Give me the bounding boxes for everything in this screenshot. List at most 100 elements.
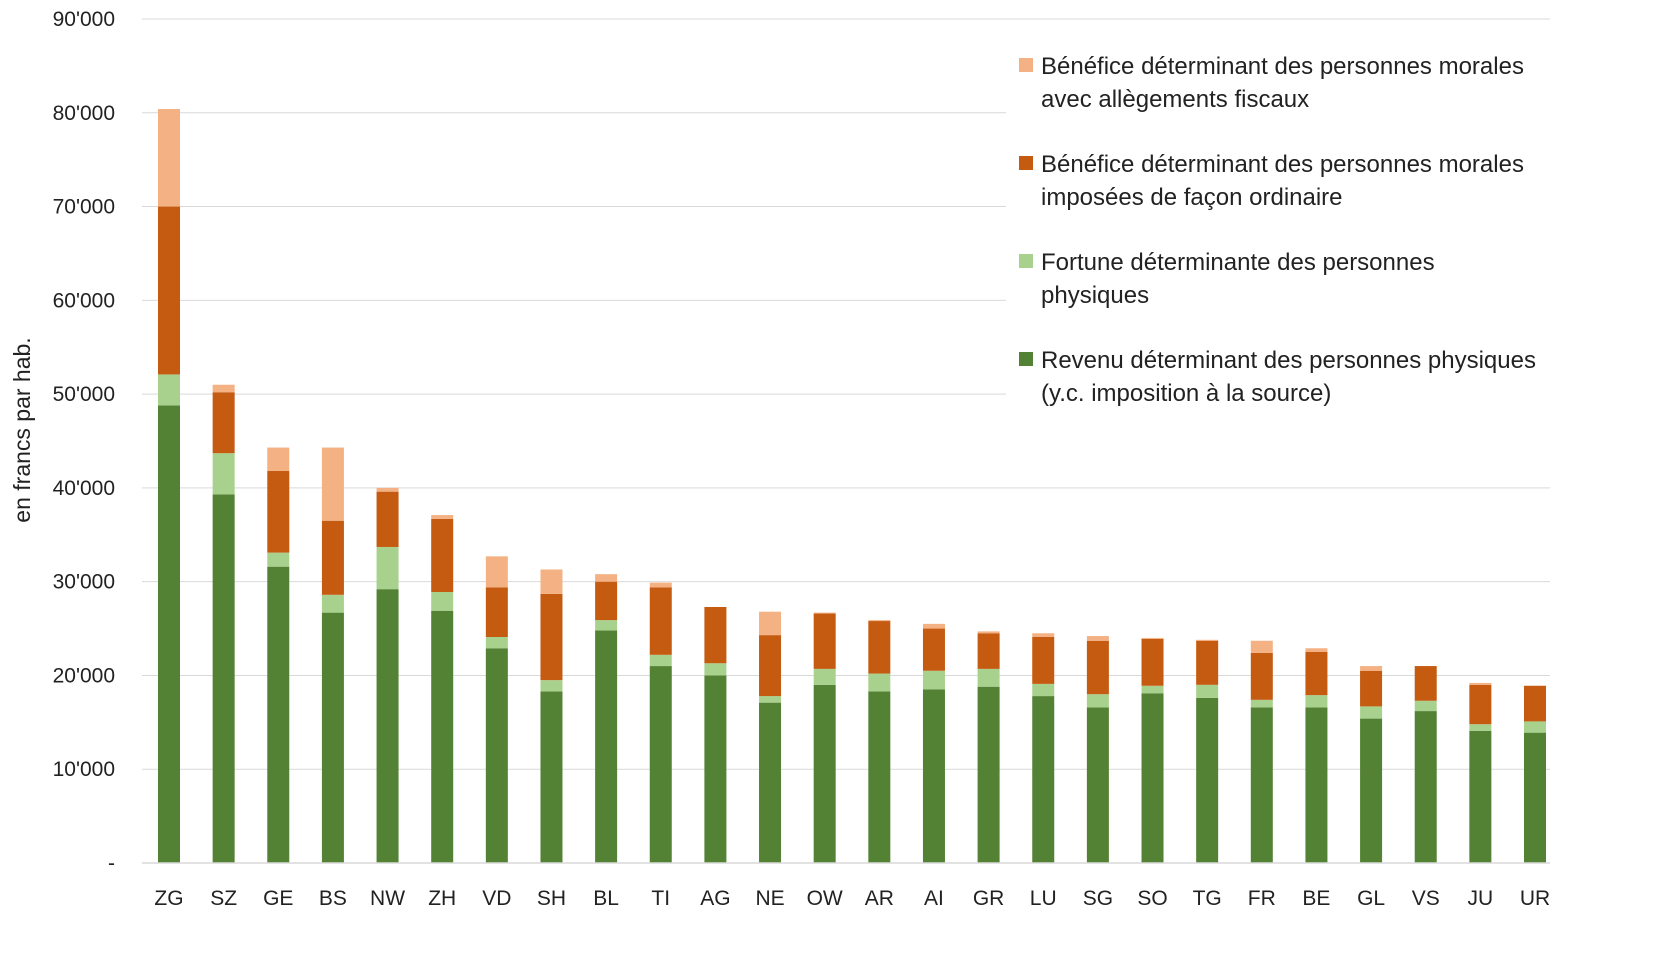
bar-segment xyxy=(868,621,891,674)
bar-segment xyxy=(813,668,836,685)
y-tick-label: 10'000 xyxy=(53,758,115,781)
bar-segment xyxy=(868,620,891,622)
bar-segment xyxy=(977,631,1000,634)
bar-segment xyxy=(321,447,344,521)
bar-segment xyxy=(759,611,782,636)
x-tick-label: SO xyxy=(1137,887,1167,910)
bar-segment xyxy=(267,471,290,553)
bar-segment xyxy=(431,610,454,863)
legend: Bénéfice déterminant des personnes moral… xyxy=(1019,53,1536,407)
bar-segment xyxy=(1469,684,1492,725)
y-tick-label: 20'000 xyxy=(53,664,115,687)
bar-segment xyxy=(1524,685,1546,722)
x-tick-label: BS xyxy=(319,887,347,910)
x-tick-label: BL xyxy=(593,887,619,910)
bar-segment xyxy=(595,620,618,631)
bar-segment xyxy=(813,684,836,863)
x-tick-label: NW xyxy=(370,887,405,910)
bar-segment xyxy=(1141,638,1164,686)
bar-segment xyxy=(1250,699,1273,708)
legend-label: (y.c. imposition à la source) xyxy=(1041,380,1331,407)
bar-segment xyxy=(1086,636,1109,641)
bar-segment xyxy=(158,206,180,375)
bar-segment xyxy=(158,374,180,406)
bar-segment xyxy=(704,675,727,863)
bar-segment xyxy=(540,593,563,681)
x-tick-label: GR xyxy=(973,887,1005,910)
x-tick-label: SG xyxy=(1083,887,1113,910)
x-tick-label: ZG xyxy=(154,887,183,910)
bar-segment xyxy=(1250,640,1273,653)
x-tick-label: LU xyxy=(1030,887,1057,910)
bar-segment xyxy=(1414,700,1437,712)
bar-segment xyxy=(1032,636,1055,684)
bar-segment xyxy=(376,546,399,590)
bar-segment xyxy=(813,613,836,669)
y-tick-label: 90'000 xyxy=(53,8,115,31)
bar-segment xyxy=(431,518,454,592)
bar-segment xyxy=(977,668,1000,687)
bar-segment xyxy=(1305,648,1328,652)
bar-segment xyxy=(540,680,563,692)
bar-segment xyxy=(1469,682,1492,685)
bar-segment xyxy=(1524,721,1546,733)
legend-background xyxy=(1006,40,1656,420)
x-tick-label: GL xyxy=(1357,887,1385,910)
x-tick-label: SH xyxy=(537,887,566,910)
bar-segment xyxy=(1305,652,1328,696)
bar-segment xyxy=(376,487,399,492)
bar-segment xyxy=(759,702,782,863)
y-tick-label: 60'000 xyxy=(53,289,115,312)
legend-label: Revenu déterminant des personnes physiqu… xyxy=(1041,347,1536,374)
bar-segment xyxy=(1360,670,1383,707)
bar-segment xyxy=(1414,666,1437,701)
bar-segment xyxy=(1250,652,1273,700)
bar-segment xyxy=(485,587,508,637)
x-tick-label: TG xyxy=(1193,887,1222,910)
bar-segment xyxy=(649,654,672,667)
bar-segment xyxy=(595,630,618,863)
bar-segment xyxy=(158,109,180,207)
legend-swatch xyxy=(1019,156,1033,170)
bar-segment xyxy=(321,520,344,595)
bar-segment xyxy=(868,673,891,692)
legend-swatch xyxy=(1019,58,1033,72)
bar-segment xyxy=(485,556,508,588)
bar-segment xyxy=(1032,633,1055,637)
x-axis-tick-labels: ZG SZ GE BS NW ZH VD SH BL TI AG NE OW AR AI GR LU SG SO TG… xyxy=(154,887,1550,910)
bar-segment xyxy=(704,663,727,676)
bar-segment xyxy=(321,612,344,863)
bar-segment xyxy=(1196,684,1219,698)
x-tick-label: VD xyxy=(482,887,511,910)
legend-swatch xyxy=(1019,254,1033,268)
bar-segment xyxy=(267,566,290,863)
x-tick-label: BE xyxy=(1302,887,1330,910)
legend-label: physiques xyxy=(1041,282,1149,309)
x-tick-label: JU xyxy=(1468,887,1494,910)
bar-segment xyxy=(868,691,891,863)
bar-segment xyxy=(1141,685,1164,694)
bar-segment xyxy=(1141,693,1164,863)
bar-segment xyxy=(649,587,672,655)
bar-segment xyxy=(595,581,618,621)
bar-segment xyxy=(1196,640,1219,685)
x-tick-label: UR xyxy=(1520,887,1550,910)
bar-segment xyxy=(1196,697,1219,863)
y-tick-label: 80'000 xyxy=(53,102,115,125)
legend-label: Fortune déterminante des personnes xyxy=(1041,249,1435,276)
bar-segment xyxy=(1305,695,1328,708)
bar-segment xyxy=(922,689,945,863)
x-tick-label: NE xyxy=(755,887,784,910)
x-tick-label: SZ xyxy=(210,887,237,910)
bar-segment xyxy=(1141,637,1164,639)
bar-segment xyxy=(1360,718,1383,863)
bar-segment xyxy=(1360,706,1383,719)
x-tick-label: TI xyxy=(651,887,670,910)
bar-segment xyxy=(212,392,235,454)
bar-segment xyxy=(649,582,672,588)
bar-segment xyxy=(1086,640,1109,695)
bar-segment xyxy=(376,491,399,547)
bar-segment xyxy=(922,670,945,690)
bar-segment xyxy=(595,574,618,582)
